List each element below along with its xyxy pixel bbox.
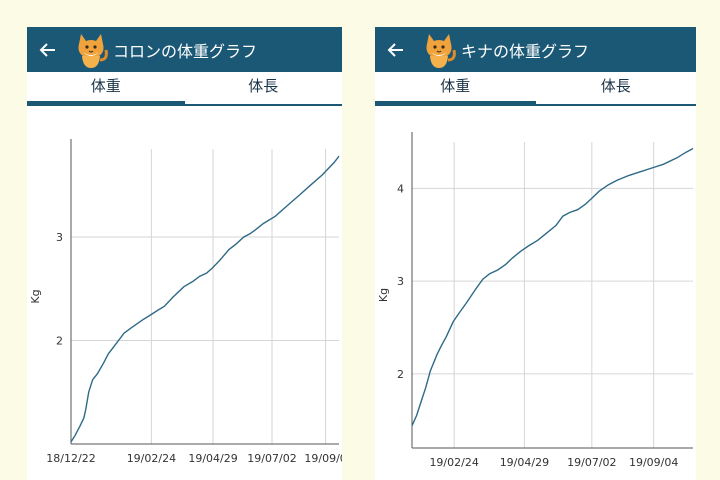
- cat-icon: [78, 33, 108, 68]
- page-title: キナの体重グラフ: [461, 41, 590, 61]
- tab-bar: 体重 体長: [375, 72, 696, 106]
- weight-series-line: [411, 147, 694, 426]
- page-title: コロンの体重グラフ: [113, 41, 258, 61]
- x-tick-label: 19/09/04: [629, 456, 678, 469]
- x-tick-label: 19/04/29: [188, 452, 237, 465]
- app-bar: コロンの体重グラフ: [27, 27, 342, 72]
- x-tick-label: 19/07/02: [567, 456, 616, 469]
- tab-length[interactable]: 体長: [600, 77, 631, 95]
- cat-icon: [426, 33, 456, 68]
- y-tick-label: 2: [397, 368, 404, 381]
- weight-chart: 19/02/24 19/04/29 19/07/02 19/09/04 2 3 4 Kg: [377, 132, 694, 469]
- screen-left: コロンの体重グラフ 体重 体長 18/12/22 19/02/24 19/04/29…: [27, 27, 342, 480]
- x-tick-label: 19/02/24: [127, 452, 176, 465]
- weight-series-line: [70, 155, 340, 443]
- arrow-left-icon[interactable]: [27, 27, 69, 72]
- tab-length[interactable]: 体長: [248, 77, 279, 95]
- arrow-left-icon[interactable]: [375, 27, 417, 72]
- tab-weight[interactable]: 体重: [27, 72, 185, 106]
- x-tick-label: 19/07/02: [247, 452, 296, 465]
- x-tick-label: 19/09/0: [304, 452, 342, 465]
- x-tick-label: 18/12/22: [46, 452, 95, 465]
- tab-bar: 体重 体長: [27, 72, 342, 106]
- x-tick-label: 19/02/24: [429, 456, 478, 469]
- weight-chart: 18/12/22 19/02/24 19/04/29 19/07/02 19/09/0 2…: [29, 139, 342, 465]
- y-axis-label: Kg: [377, 288, 390, 302]
- y-tick-label: 4: [397, 182, 404, 195]
- y-tick-label: 2: [56, 334, 63, 347]
- y-axis-label: Kg: [29, 289, 42, 303]
- screen-right: キナの体重グラフ 体重 体長 19/02/24 19/04/29 19/07/02 1…: [375, 27, 696, 480]
- y-tick-label: 3: [397, 275, 404, 288]
- app-bar: キナの体重グラフ: [375, 27, 696, 72]
- y-tick-label: 3: [56, 231, 63, 244]
- x-tick-label: 19/04/29: [500, 456, 549, 469]
- tab-weight[interactable]: 体重: [375, 72, 536, 106]
